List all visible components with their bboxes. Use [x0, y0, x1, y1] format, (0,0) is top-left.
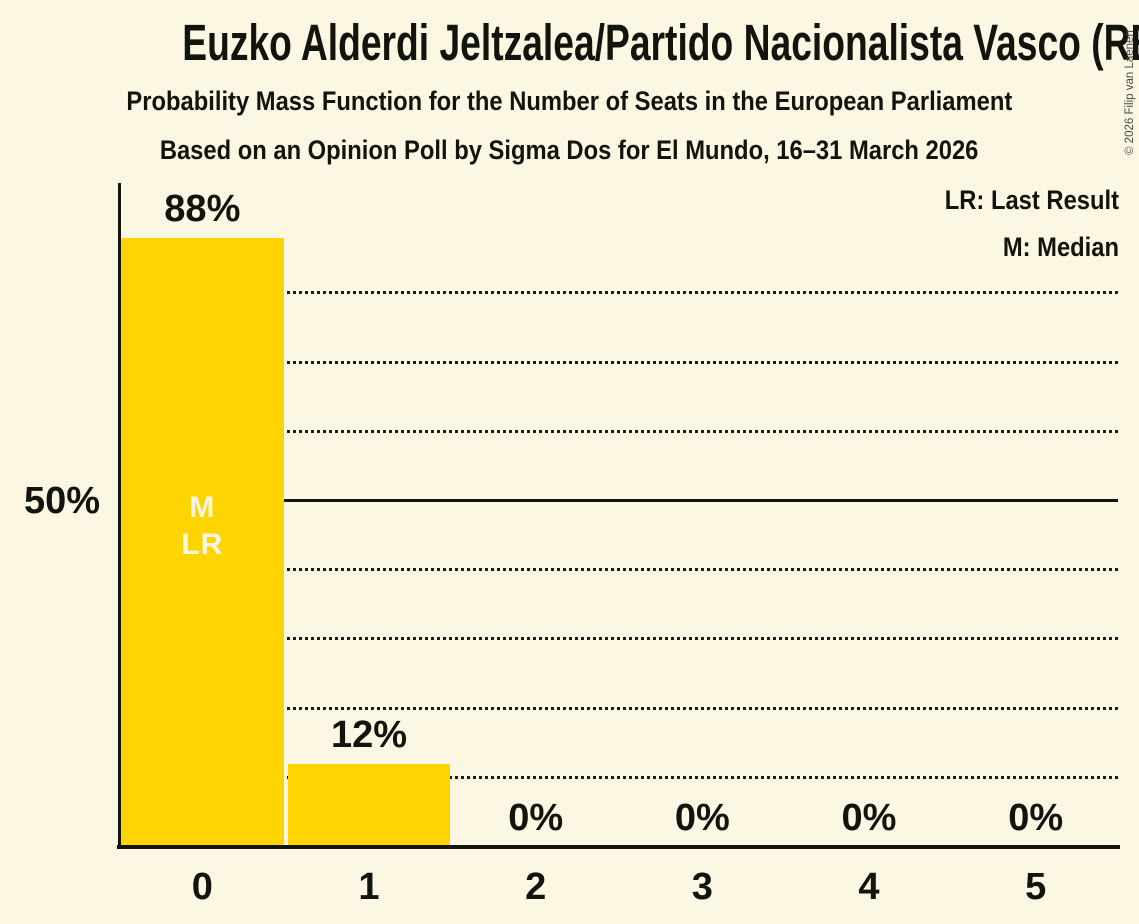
chart-subtitle: Probability Mass Function for the Number…: [0, 84, 1139, 118]
gridline-50pct-solid: [119, 499, 1118, 502]
gridline-70pct: [119, 360, 1118, 364]
gridline-40pct: [119, 568, 1118, 572]
copyright-notice: © 2026 Filip van Laenen: [1124, 30, 1136, 155]
value-label-seat-2: 0%: [508, 797, 564, 839]
y-axis-line: [118, 183, 121, 847]
x-tick-label-5: 5: [1025, 866, 1047, 908]
page-title-text: Euzko Alderdi Jeltzalea/Partido Nacional…: [182, 14, 1139, 71]
bar-seat-1: [287, 763, 451, 847]
chart-subtitle-text: Probability Mass Function for the Number…: [126, 86, 1013, 116]
value-label-seat-3: 0%: [674, 797, 730, 839]
value-label-seat-5: 0%: [1008, 797, 1064, 839]
page-title: Euzko Alderdi Jeltzalea/Partido Nacional…: [0, 12, 1139, 74]
x-tick-label-1: 1: [358, 866, 380, 908]
value-label-seat-0: 88%: [164, 188, 241, 231]
gridline-60pct: [119, 429, 1118, 433]
median-last-result-annotation: M LR: [181, 491, 224, 561]
gridline-30pct: [119, 637, 1118, 641]
gridline-20pct: [119, 706, 1118, 710]
x-axis-line: [117, 845, 1120, 849]
gridline-10pct: [119, 775, 1118, 779]
legend-last-result: LR: Last Result: [944, 185, 1119, 215]
x-tick-label-0: 0: [191, 866, 213, 908]
poll-source-subtitle-text: Based on an Opinion Poll by Sigma Dos fo…: [160, 135, 979, 165]
poll-source-subtitle: Based on an Opinion Poll by Sigma Dos fo…: [0, 133, 1139, 167]
value-label-seat-4: 0%: [841, 797, 897, 839]
value-label-seat-1: 12%: [330, 713, 408, 756]
x-tick-label-2: 2: [525, 866, 547, 908]
plot-area: [119, 183, 1119, 847]
legend-median: M: Median: [1002, 232, 1119, 262]
x-tick-label-4: 4: [858, 866, 880, 908]
x-tick-label-3: 3: [691, 866, 713, 908]
bar-seat-0: [121, 238, 284, 847]
y-axis-50pct-label: 50%: [23, 480, 100, 522]
gridline-80pct: [119, 291, 1118, 295]
